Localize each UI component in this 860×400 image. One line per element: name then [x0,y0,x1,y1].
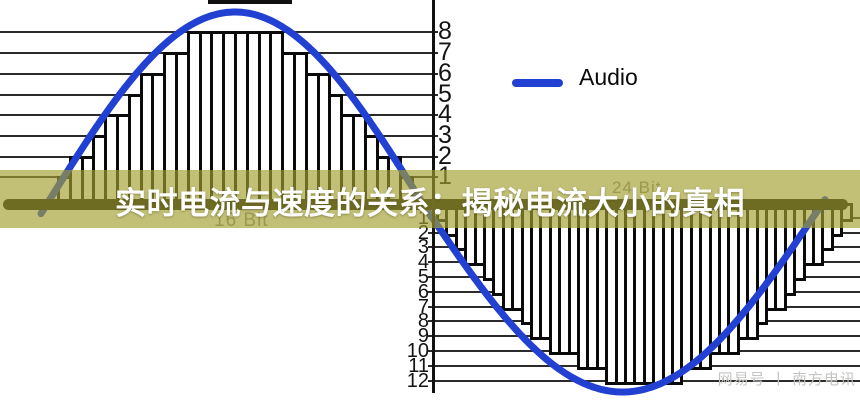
tick-label-top-3: 3 [438,120,452,149]
tick-label-top-8: 8 [438,17,452,46]
article-title: 实时电流与速度的关系：揭秘电流大小的真相 [115,186,745,221]
tick-label-bottom-10: 10 [406,340,429,362]
title-banner-overlay [0,170,860,228]
tick-label-bottom-12: 12 [406,369,429,392]
tick-label-top-2: 2 [438,141,452,170]
legend-line-icon [512,79,563,87]
watermark: 网易号 丨 南方电讯 [717,371,856,388]
tick-label-bottom-3: 3 [417,236,429,259]
legend-label: Audio [579,64,638,90]
tick-label-bottom-11: 11 [408,354,429,377]
tick-label-top-5: 5 [438,79,452,108]
clipped-peak-line [208,0,292,4]
tick-label-bottom-9: 9 [417,325,429,348]
tick-label-bottom-6: 6 [417,280,429,303]
tick-label-top-7: 7 [438,38,452,67]
tick-label-bottom-4: 4 [417,251,429,274]
tick-label-bottom-2: 2 [417,221,429,244]
tick-label-bottom-7: 7 [417,295,429,318]
tick-label-top-4: 4 [438,100,452,129]
tick-label-bottom-5: 5 [417,266,429,288]
tick-label-top-6: 6 [438,58,452,87]
tick-label-bottom-8: 8 [417,310,429,333]
